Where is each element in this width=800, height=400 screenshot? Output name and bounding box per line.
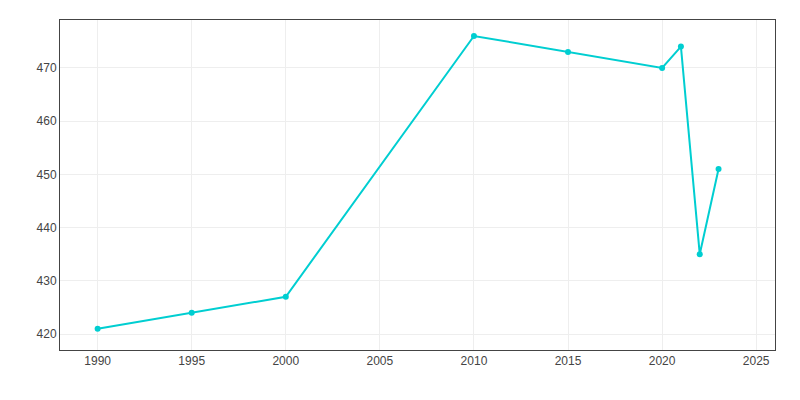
svg-text:1995: 1995 <box>178 354 205 368</box>
svg-text:450: 450 <box>37 168 57 182</box>
svg-text:2015: 2015 <box>555 354 582 368</box>
svg-text:460: 460 <box>37 114 57 128</box>
svg-text:2005: 2005 <box>367 354 394 368</box>
svg-text:2025: 2025 <box>743 354 770 368</box>
svg-text:440: 440 <box>37 221 57 235</box>
svg-text:2000: 2000 <box>272 354 299 368</box>
svg-text:2010: 2010 <box>461 354 488 368</box>
svg-text:430: 430 <box>37 274 57 288</box>
svg-text:1990: 1990 <box>84 354 111 368</box>
svg-text:2020: 2020 <box>649 354 676 368</box>
svg-text:470: 470 <box>37 61 57 75</box>
svg-text:420: 420 <box>37 327 57 341</box>
